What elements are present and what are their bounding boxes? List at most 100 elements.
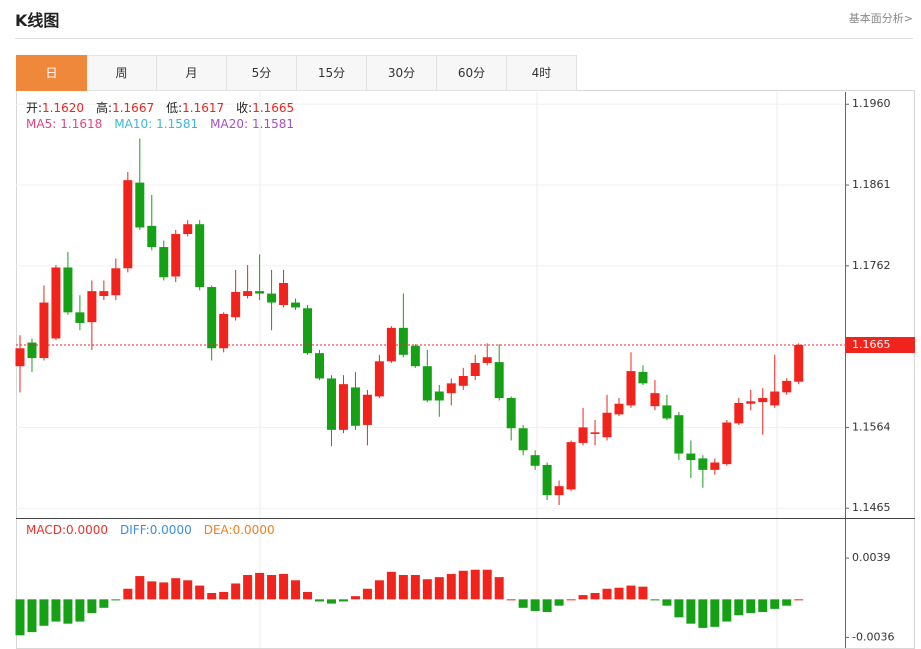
macd-bar	[255, 572, 265, 600]
period-tab[interactable]: 5分	[227, 55, 297, 91]
macd-bar	[458, 570, 468, 600]
macd-bar	[518, 599, 528, 608]
macd-bar	[231, 583, 241, 600]
ma-value: 1.1581	[252, 117, 294, 131]
candle-body	[470, 362, 480, 376]
candle-body	[602, 412, 612, 438]
macd-legend: MACD:0.0000 DIFF:0.0000 DEA:0.0000	[26, 523, 287, 537]
period-tab[interactable]: 4时	[507, 55, 577, 91]
legend-label: 开:	[26, 101, 43, 115]
macd-bar	[602, 588, 612, 600]
macd-bar	[794, 599, 804, 601]
macd-bar	[326, 599, 336, 604]
legend-value: 1.1620	[42, 101, 85, 115]
macd-bar	[638, 586, 648, 600]
y-tick-label: 1.1762	[852, 259, 891, 272]
macd-bar	[219, 591, 229, 600]
macd-bar	[338, 599, 348, 602]
macd-bar	[87, 599, 97, 614]
candle-body	[614, 403, 624, 415]
candle-body	[626, 371, 636, 406]
macd-bar	[758, 599, 768, 613]
legend-value: 1.1667	[112, 101, 155, 115]
candle-body	[554, 486, 564, 496]
candle-body	[698, 458, 708, 470]
candle-body	[374, 361, 384, 397]
candle-body	[99, 291, 109, 297]
ma-name: MA20:	[210, 117, 248, 131]
macd-bar	[207, 592, 217, 600]
macd-bar	[303, 591, 313, 600]
period-tab[interactable]: 15分	[297, 55, 367, 91]
candle-body	[315, 353, 324, 379]
candle-body	[267, 293, 277, 303]
candle-body	[734, 402, 744, 424]
y-tick-label: 1.1564	[852, 420, 891, 433]
candle-body	[590, 432, 600, 434]
period-tab[interactable]: 60分	[437, 55, 507, 91]
candle-body	[15, 348, 25, 367]
macd-bar	[362, 588, 372, 600]
macd-bar	[506, 599, 516, 601]
candle-body	[63, 267, 73, 313]
candle-body	[650, 393, 660, 407]
candle-body	[674, 415, 684, 454]
candle-body	[231, 291, 241, 318]
candle-body	[770, 391, 780, 406]
macd-bar	[374, 580, 384, 600]
macd-bar	[446, 573, 456, 600]
period-tab[interactable]: 30分	[367, 55, 437, 91]
fundamental-link[interactable]: 基本面分析>	[848, 12, 913, 25]
candle-body	[398, 327, 408, 355]
macd-bar	[171, 578, 181, 600]
macd-bar	[482, 569, 492, 600]
macd-bar	[674, 599, 684, 618]
macd-bar	[386, 571, 396, 600]
legend-value: 1.1665	[252, 101, 295, 115]
period-tab[interactable]: 月	[157, 55, 227, 91]
candle-body	[506, 398, 516, 429]
candle-body	[159, 247, 169, 278]
macd-bar	[686, 599, 696, 624]
candle-body	[362, 394, 372, 425]
candle-body	[542, 464, 552, 496]
candle-body	[207, 287, 217, 349]
macd-bar	[39, 599, 49, 626]
candle-body	[326, 378, 336, 430]
y-tick-label: -0.0036	[852, 630, 894, 643]
macd-bar	[291, 580, 301, 600]
candle-body	[446, 383, 456, 394]
candle-body	[662, 405, 672, 419]
candle-body	[171, 234, 181, 277]
macd-value: 0.0000	[149, 523, 192, 537]
macd-bar	[243, 575, 253, 600]
ma-value: 1.1581	[156, 117, 199, 131]
ma-name: MA10:	[114, 117, 153, 131]
candle-body	[482, 357, 492, 363]
macd-bar	[315, 599, 324, 602]
candle-body	[758, 398, 768, 403]
ohlc-legend: 开:1.1620 高:1.1667 低:1.1617 收:1.1665	[26, 99, 306, 116]
candle-body	[386, 327, 396, 362]
candle-body	[51, 267, 61, 339]
macd-bar	[542, 599, 552, 613]
candle-body	[434, 391, 444, 401]
macd-bar	[63, 599, 73, 624]
candle-body	[518, 428, 528, 451]
macd-bar	[650, 599, 660, 601]
macd-bar	[111, 599, 121, 601]
candle-body	[410, 345, 420, 367]
current-price-tag	[846, 336, 915, 353]
candle-body	[794, 344, 804, 382]
macd-bar	[494, 577, 504, 600]
candle-body	[458, 376, 468, 386]
period-tab[interactable]: 日	[16, 55, 87, 91]
macd-value: 0.0000	[66, 523, 109, 537]
legend-label: 高:	[96, 101, 113, 115]
candle-body	[219, 313, 229, 349]
macd-bar	[51, 599, 61, 622]
period-tab[interactable]: 周	[87, 55, 157, 91]
legend-label: 低:	[166, 101, 183, 115]
